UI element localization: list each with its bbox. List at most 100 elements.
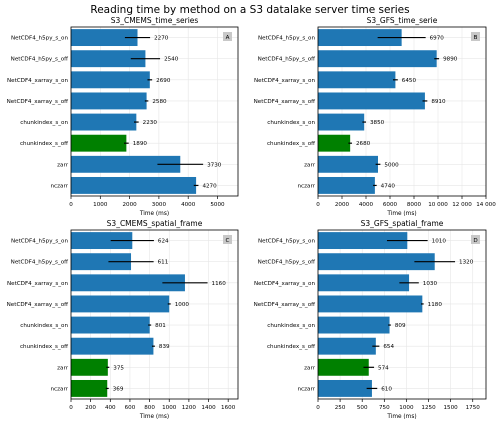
bar [71,92,147,110]
category-label: chunkindex_s_on [20,120,68,126]
category-label: chunkindex_s_off [20,141,68,147]
value-label: 1160 [212,281,227,287]
value-label: 3730 [207,162,222,168]
value-label: 624 [158,239,169,245]
value-label: 9890 [443,57,458,63]
x-tick-label: 800 [144,405,155,411]
category-label: chunkindex_s_off [20,344,68,350]
bar [71,50,146,68]
bar [71,232,133,250]
category-label: NetCDF4_h5py_s_off [11,57,69,63]
bar [71,274,185,292]
bar [71,253,132,271]
category-label: chunkindex_s_off [267,344,315,350]
bar [71,29,138,47]
bar [318,134,351,152]
x-axis-label: Time (ms) [139,414,169,420]
value-label: 2680 [356,141,371,147]
value-label: 610 [381,386,392,392]
value-label: 6970 [430,36,445,42]
x-tick-label: 12 000 [452,202,472,208]
chart-panel-2: 6970 NetCDF4_h5py_s_on 9890 NetCDF4_h5py_s_… [254,16,497,217]
bar [71,155,181,173]
value-label: 5000 [384,162,399,168]
bar [318,113,365,131]
value-label: 4270 [202,183,217,189]
bar [318,92,425,110]
category-label: NetCDF4_h5py_s_on [258,36,316,42]
panel-badge [471,32,480,41]
x-tick-label: 1750 [466,405,481,411]
value-label: 2270 [154,36,169,42]
category-label: NetCDF4_xarray_s_on [7,78,69,84]
bar [318,274,410,292]
bar [318,358,369,376]
value-label: 801 [155,323,166,329]
category-label: chunkindex_s_on [267,323,315,329]
chart-panel-4: 1010 NetCDF4_h5py_s_on 1320 NetCDF4_h5py_s_… [254,219,487,420]
x-tick-label: 1200 [182,405,197,411]
x-axis-label: Time (ms) [386,414,416,420]
category-label: NetCDF4_xarray_s_on [254,78,316,84]
chart-panel-1: 2270 NetCDF4_h5py_s_on 2540 NetCDF4_h5py_s_… [7,16,239,217]
value-label: 4740 [381,183,396,189]
category-label: NetCDF4_xarray_s_off [7,302,69,308]
category-label: NetCDF4_xarray_s_off [254,302,316,308]
value-label: 2230 [143,120,158,126]
bar [71,71,150,89]
x-tick-label: 1000 [399,405,414,411]
value-label: 2540 [164,57,179,63]
category-label: NetCDF4_h5py_s_on [11,239,69,245]
panel-title: S3_GFS_time_serie [367,16,438,25]
x-tick-label: 5000 [210,202,225,208]
category-label: NetCDF4_xarray_s_on [254,281,316,287]
category-label: NetCDF4_h5py_s_off [258,260,316,266]
panel-badge [223,32,232,41]
panel-badge-label: B [474,35,478,41]
category-label: NetCDF4_xarray_s_off [254,99,316,105]
bar [318,29,402,47]
bar [318,379,372,397]
plot-frame [70,26,239,197]
x-tick-label: 1250 [421,405,436,411]
category-label: NetCDF4_h5py_s_on [258,239,316,245]
plot-frame [70,229,239,400]
value-label: 3850 [370,120,385,126]
x-tick-label: 3000 [152,202,167,208]
plot-frame [317,26,487,197]
x-tick-label: 1000 [93,202,108,208]
bar [71,316,150,334]
bar [318,71,396,89]
category-label: nczarr [51,183,69,189]
bar [318,50,437,68]
panel-badge-label: C [226,238,230,244]
plot-frame [317,229,487,400]
category-label: chunkindex_s_on [20,323,68,329]
x-tick-label: 0 [69,202,73,208]
bar [71,379,108,397]
category-label: zarr [304,365,316,371]
category-label: nczarr [298,183,316,189]
bar [71,176,197,194]
x-tick-label: 200 [85,405,96,411]
x-tick-label: 14 000 [476,202,496,208]
bar [71,295,170,313]
category-label: NetCDF4_xarray_s_off [7,99,69,105]
value-label: 369 [113,386,124,392]
x-tick-label: 1000 [162,405,177,411]
x-tick-label: 6000 [383,202,398,208]
x-tick-label: 0 [316,405,320,411]
category-label: nczarr [51,386,69,392]
x-tick-label: 2000 [335,202,350,208]
value-label: 1030 [423,281,438,287]
bar [318,253,435,271]
bar [318,295,423,313]
bar [318,232,408,250]
x-tick-label: 250 [335,405,346,411]
bar [318,337,376,355]
value-label: 1010 [432,239,447,245]
value-label: 1000 [175,302,190,308]
value-label: 1890 [133,141,148,147]
bar [71,337,154,355]
x-tick-label: 1500 [444,405,459,411]
